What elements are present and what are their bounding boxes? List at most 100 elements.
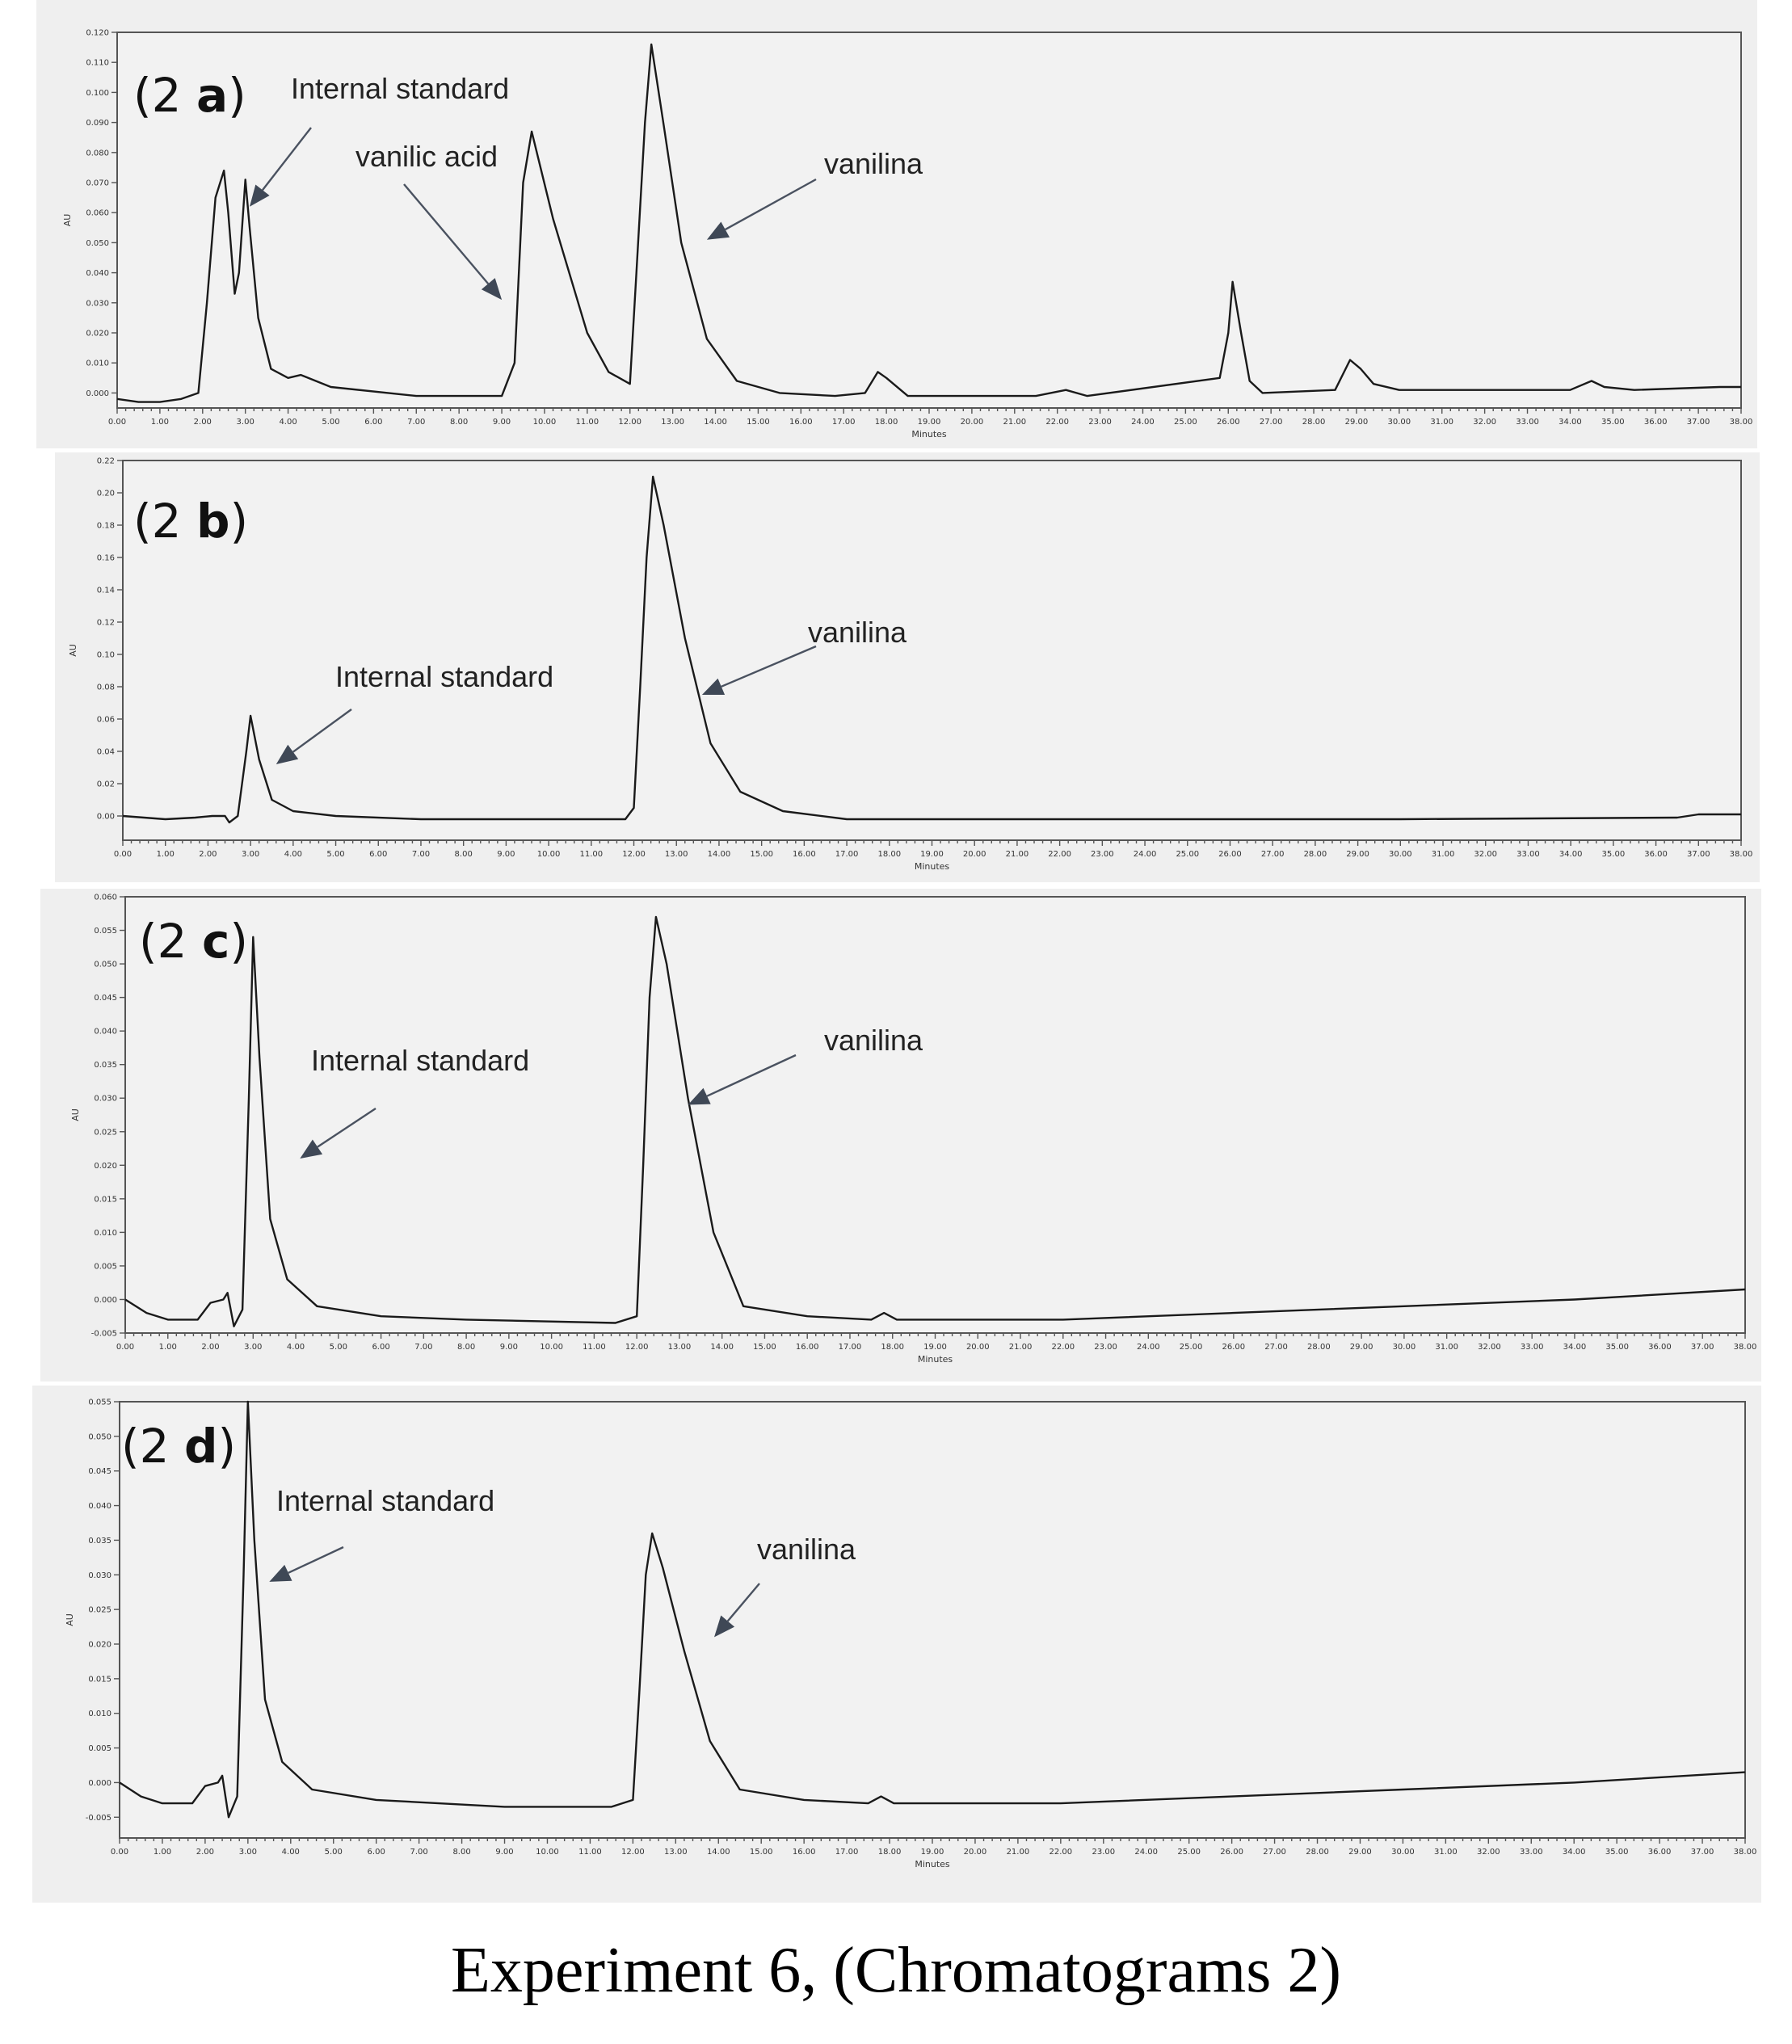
x-axis-title: Minutes [915,861,950,872]
y-tick-label: 0.025 [94,1128,117,1137]
chromatogram-trace [124,915,1746,1327]
x-tick-label: 37.00 [1687,418,1710,427]
peak-annotation: Internal standard [311,1044,529,1077]
annotation-arrowhead [714,1615,735,1638]
x-tick-label: 37.00 [1691,1848,1714,1857]
annotation-arrow [706,1054,797,1097]
x-tick-label: 12.00 [621,1848,645,1857]
x-tick-label: 17.00 [832,418,856,427]
y-tick-label: 0.035 [94,1061,117,1070]
y-tick-label: 0.16 [97,554,115,563]
x-tick-label: 19.00 [918,418,941,427]
x-tick-label: 0.00 [114,850,132,859]
x-tick-label: 26.00 [1222,1343,1246,1352]
x-tick-label: 23.00 [1094,1343,1117,1352]
panel-label: (2 d) [121,1419,236,1474]
x-tick-label: 0.00 [108,418,126,427]
y-tick-label: 0.00 [97,813,115,822]
y-tick-label: 0.030 [86,299,109,308]
x-tick-label: 15.00 [747,418,770,427]
annotation-arrowhead [269,1564,292,1582]
x-tick-label: 8.00 [457,1343,475,1352]
x-tick-label: 28.00 [1307,1343,1331,1352]
y-axis-title: AU [62,214,73,227]
x-tick-label: 19.00 [921,1848,944,1857]
x-tick-label: 37.00 [1687,850,1710,859]
y-tick-label: 0.110 [86,59,109,68]
annotation-arrowhead [706,221,730,240]
x-tick-label: 38.00 [1730,418,1753,427]
x-tick-label: 36.00 [1648,1343,1672,1352]
chromatogram-trace [116,43,1741,403]
x-tick-label: 13.00 [664,1848,688,1857]
x-tick-label: 6.00 [364,418,382,427]
x-tick-label: 2.00 [199,850,217,859]
x-tick-label: 18.00 [881,1343,904,1352]
x-tick-label: 32.00 [1473,418,1496,427]
x-tick-label: 33.00 [1516,850,1540,859]
y-tick-label: 0.015 [88,1675,111,1684]
x-tick-label: 12.00 [618,418,642,427]
x-tick-label: 8.00 [450,418,468,427]
y-tick-label: 0.12 [97,619,115,628]
x-tick-label: 26.00 [1217,418,1240,427]
x-tick-label: 7.00 [414,1343,432,1352]
y-tick-label: 0.060 [94,894,117,902]
y-tick-label: 0.10 [97,651,115,660]
x-tick-label: 32.00 [1478,1343,1501,1352]
x-tick-label: 14.00 [707,1848,730,1857]
x-tick-label: 33.00 [1516,418,1539,427]
x-tick-label: 1.00 [159,1343,177,1352]
x-tick-label: 24.00 [1131,418,1155,427]
x-tick-label: 11.00 [583,1343,606,1352]
x-tick-label: 38.00 [1730,850,1753,859]
x-tick-label: 36.00 [1644,418,1668,427]
annotation-arrow [292,709,352,753]
x-tick-label: 25.00 [1176,850,1199,859]
y-tick-label: 0.02 [97,780,115,789]
annotation-arrowhead [276,744,299,764]
x-tick-label: 13.00 [665,850,688,859]
x-tick-label: 23.00 [1091,850,1114,859]
annotation-arrow [317,1107,376,1148]
y-tick-label: 0.20 [97,490,115,498]
x-tick-label: 2.00 [194,418,212,427]
x-tick-label: 34.00 [1563,1848,1586,1857]
peak-annotation: vanilina [824,1024,923,1057]
x-tick-label: 18.00 [875,418,898,427]
x-tick-label: 28.00 [1306,1848,1329,1857]
y-tick-label: 0.055 [88,1398,111,1407]
x-tick-label: 34.00 [1563,1343,1587,1352]
x-tick-label: 16.00 [789,418,813,427]
x-tick-label: 29.00 [1345,418,1369,427]
y-tick-label: 0.010 [88,1710,111,1718]
x-tick-label: 1.00 [151,418,169,427]
x-tick-label: 35.00 [1605,1848,1629,1857]
y-tick-label: 0.040 [88,1502,111,1511]
x-tick-label: 27.00 [1263,1848,1286,1857]
x-tick-label: 16.00 [796,1343,819,1352]
x-tick-label: 30.00 [1388,418,1411,427]
chromatogram-panel-2c: 0.00 1.00 2.00 3.00 4.00 5.00 6.00 7.00 8.00 9.00… [40,889,1761,1382]
x-tick-label: 23.00 [1088,418,1112,427]
x-tick-label: 26.00 [1220,1848,1243,1857]
x-tick-label: 5.00 [322,418,339,427]
x-tick-label: 31.00 [1435,1343,1458,1352]
peak-annotation: vanilina [808,616,907,649]
x-tick-label: 4.00 [282,1848,300,1857]
x-tick-label: 28.00 [1304,850,1327,859]
x-tick-label: 16.00 [793,1848,816,1857]
x-tick-label: 4.00 [287,1343,305,1352]
x-tick-label: 11.00 [576,418,599,427]
x-tick-label: 16.00 [793,850,816,859]
plot-area [122,460,1742,841]
x-tick-label: 28.00 [1302,418,1326,427]
y-tick-label: 0.070 [86,179,109,188]
x-tick-label: 19.00 [923,1343,947,1352]
y-tick-label: 0.020 [86,330,109,339]
annotation-arrowhead [701,678,726,695]
annotation-arrow [721,645,817,688]
x-tick-label: 5.00 [325,1848,343,1857]
y-tick-label: 0.045 [94,994,117,1003]
